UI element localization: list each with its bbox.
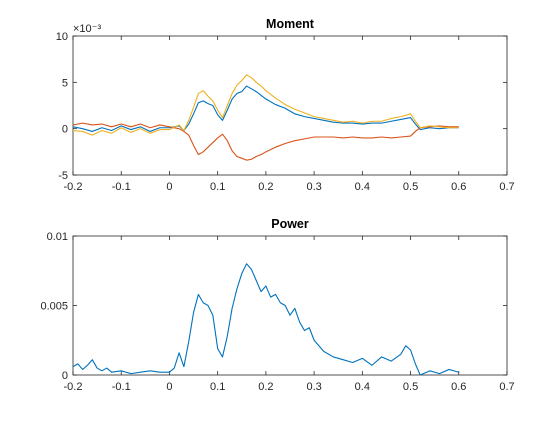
moment-x-tick-label: 0.2 [258,181,273,193]
power-y-tick-label: 0 [62,370,68,382]
moment-x-tick-label: 0.4 [355,181,370,193]
moment-axes: -0.2 -0.1 0 0.1 0.2 0.3 0.4 0.5 0.6 0.7 -5 0 5 10 Mome… [56,17,515,193]
power-x-tick-label: -0.2 [64,381,83,393]
power-x-tick-label: 0.6 [451,381,466,393]
moment-x-tick-label: -0.1 [112,181,131,193]
power-x-tick-label: 0.2 [258,381,273,393]
power-axes: -0.2 -0.1 0 0.1 0.2 0.3 0.4 0.5 0.6 0.7 0 0.005 0.01… [40,217,514,393]
moment-x-tick-label: 0.3 [306,181,321,193]
power-x-tick-label: 0.5 [403,381,418,393]
moment-x-tick-label: 0 [166,181,172,193]
moment-y-tick-label: -5 [58,170,68,182]
moment-y-tick-label: 10 [56,31,68,43]
moment-y-exponent-label: ×10⁻³ [73,23,101,35]
power-x-tick-label: -0.1 [112,381,131,393]
moment-title: Moment [266,17,315,31]
power-series-line-1 [73,263,459,375]
moment-x-tick-label: 0.6 [451,181,466,193]
moment-series-line-2 [73,122,459,161]
moment-y-tick-label: 0 [62,124,68,136]
moment-series-line-3 [73,74,459,136]
power-x-tick-label: 0.1 [210,381,225,393]
moment-series-line-1 [73,85,459,132]
power-x-tick-label: 0.7 [499,381,514,393]
power-x-tick-label: 0.4 [355,381,370,393]
moment-x-tick-label: -0.2 [64,181,83,193]
moment-y-tick-label: 5 [62,77,68,89]
power-x-tick-label: 0 [166,381,172,393]
power-plot-area [72,235,508,376]
power-y-tick-label: 0.01 [47,231,68,243]
moment-x-tick-label: 0.5 [403,181,418,193]
power-y-tick-label: 0.005 [40,301,68,313]
power-title: Power [271,217,309,231]
moment-x-tick-label: 0.1 [210,181,225,193]
moment-plot-area [72,35,508,176]
power-x-tick-label: 0.3 [306,381,321,393]
moment-x-tick-label: 0.7 [499,181,514,193]
